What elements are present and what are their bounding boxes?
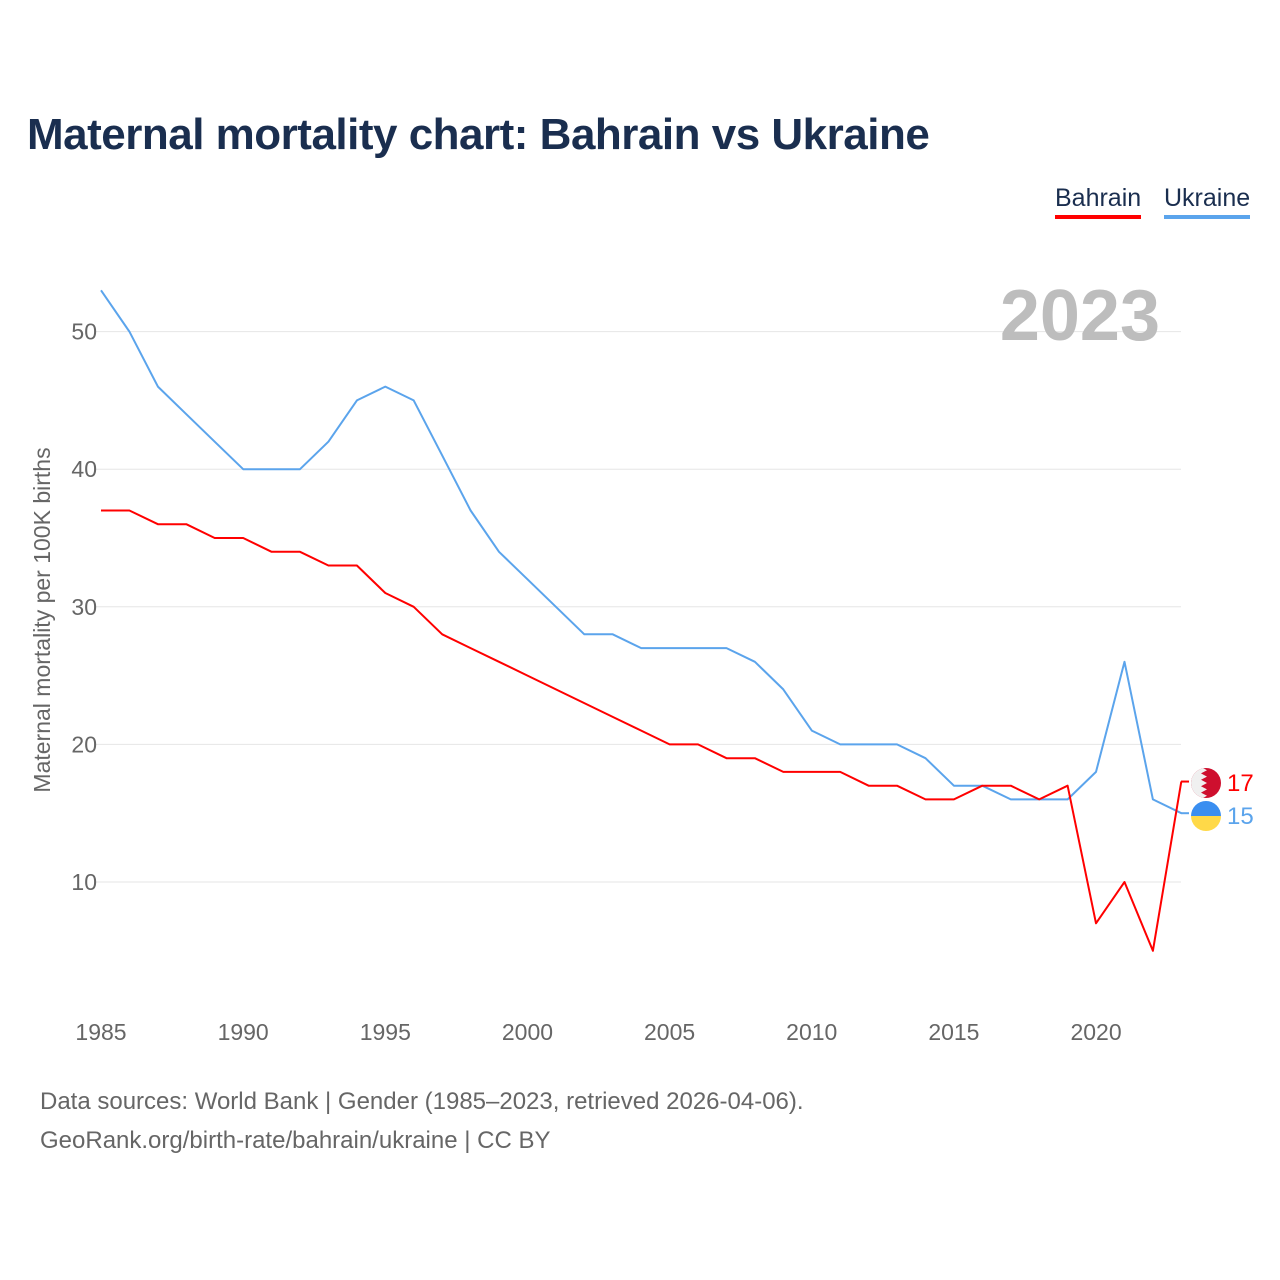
x-tick-label: 1995 [360,1019,411,1045]
source-line-1: Data sources: World Bank | Gender (1985–… [40,1088,804,1115]
series-lines [100,289,1183,952]
end-label-bahrain: 17 [1227,770,1254,797]
y-tick-label: 40 [71,456,97,482]
x-tick-label: 2010 [786,1019,837,1045]
flag-body [1191,768,1221,798]
y-tick-label: 20 [71,731,97,757]
source-line-2[interactable]: GeoRank.org/birth-rate/bahrain/ukraine |… [40,1127,551,1154]
x-tick-label: 1990 [218,1019,269,1045]
flag-white [1191,768,1207,798]
year-watermark: 2023 [1000,276,1160,356]
y-tick-label: 50 [71,319,97,345]
x-tick-label: 2000 [502,1019,553,1045]
series-line-bahrain [101,509,1183,952]
flag-blue [1191,801,1221,816]
bahrain-flag-icon [1191,768,1221,798]
legend-bahrain[interactable]: Bahrain [1055,184,1142,219]
y-ticks: 10 20 30 40 50 [71,319,97,895]
x-tick-label: 1985 [75,1019,126,1045]
flag-body [1191,801,1221,831]
ukraine-flag-icon [1191,801,1221,831]
y-tick-label: 30 [71,594,97,620]
y-axis-label: Maternal mortality per 100K births [29,447,55,792]
x-ticks: 1985 1990 1995 2000 2005 2010 2015 2020 [75,1019,1121,1045]
end-label-ukraine: 15 [1227,803,1254,830]
chart-title: Maternal mortality chart: Bahrain vs Ukr… [27,110,930,159]
x-tick-label: 2015 [928,1019,979,1045]
series-line-ukraine [100,289,1182,815]
legend-ukraine[interactable]: Ukraine [1164,184,1251,219]
y-tick-label: 10 [71,869,97,895]
x-tick-label: 2005 [644,1019,695,1045]
flag-yellow [1191,816,1221,831]
x-tick-label: 2020 [1070,1019,1121,1045]
